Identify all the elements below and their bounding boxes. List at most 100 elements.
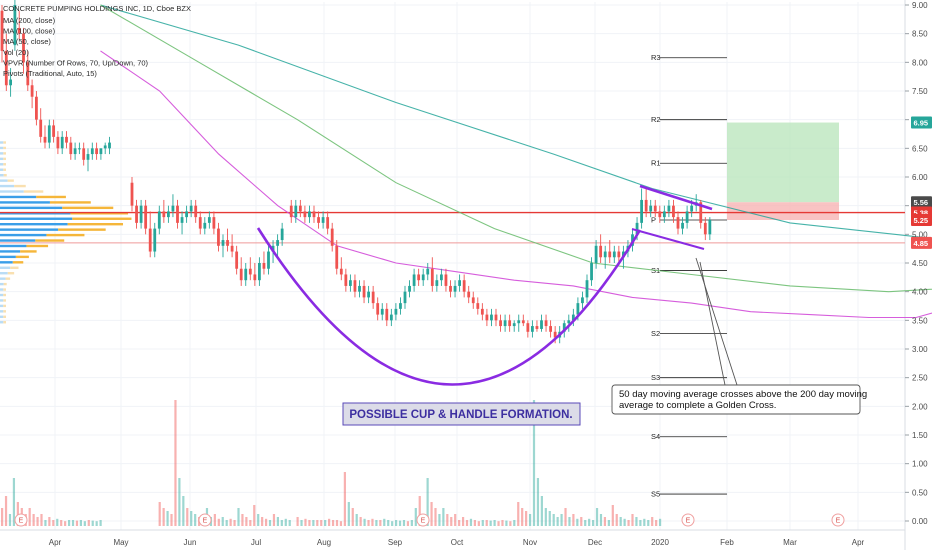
x-tick-label: 2020 (651, 538, 669, 547)
pivot-label: R3 (651, 53, 661, 62)
volume-bar (387, 520, 390, 526)
candle-body (553, 331, 557, 338)
volume-bar (651, 517, 654, 526)
volume-bar (599, 514, 603, 526)
candle-body (617, 251, 621, 258)
price-badge (911, 214, 932, 226)
candle-body (212, 217, 216, 229)
candle-body (635, 222, 639, 235)
earnings-marker (681, 513, 695, 527)
candle-body (389, 314, 393, 321)
volume-bar (343, 472, 346, 526)
volume-bar (48, 517, 51, 526)
volume-bar (513, 520, 516, 526)
volume-bar (52, 520, 55, 526)
note-pointer (699, 261, 726, 386)
vpvr-down-bar (3, 163, 6, 166)
pivot-label: R2 (651, 115, 661, 124)
volume-bar (536, 478, 540, 526)
volume-bar (438, 514, 441, 526)
candle-body (139, 205, 143, 223)
volume-bar (8, 514, 12, 526)
annotations: POSSIBLE CUP & HANDLE FORMATION. 50 day m… (342, 384, 867, 426)
candle-body (103, 145, 107, 149)
volume-bar (442, 508, 445, 526)
candle-body (503, 320, 507, 327)
volume-bar (434, 508, 437, 526)
volume-bar (658, 518, 662, 526)
vpvr-up-bar (0, 244, 27, 248)
candle-body (189, 205, 193, 212)
candle-body (362, 285, 366, 298)
y-tick-label: 4.50 (912, 259, 928, 268)
volume-bar (237, 508, 240, 526)
candle-body (130, 182, 134, 206)
vpvr-down-bar (72, 217, 132, 220)
volume-bar (544, 508, 547, 526)
y-tick-label: 8.50 (912, 30, 928, 39)
candle-body (176, 205, 179, 223)
x-tick-label: Oct (451, 538, 464, 547)
candle-body (590, 263, 593, 281)
volume-bar (355, 514, 358, 526)
candle-body (303, 211, 307, 218)
volume-bar (241, 514, 244, 526)
volume-bar (540, 496, 543, 526)
volume-bar (194, 514, 197, 526)
candle-body (430, 268, 434, 286)
vpvr-up-bar (0, 233, 47, 237)
vpvr-down-bar (10, 266, 19, 269)
volume-bar (469, 518, 473, 526)
candle-body (612, 251, 616, 258)
y-tick-label: 0.00 (912, 517, 928, 526)
volume-bar (284, 518, 287, 526)
ma-50-line (100, 50, 932, 319)
chart-annotation-title: POSSIBLE CUP & HANDLE FORMATION. (349, 409, 572, 421)
candle-body (640, 199, 643, 223)
candle-body (608, 251, 612, 258)
volume-bar (67, 520, 71, 526)
candle-body (230, 245, 234, 252)
candle-body (157, 211, 161, 229)
candle-body (267, 251, 270, 269)
volume-bar (229, 518, 232, 526)
candle-body (217, 228, 220, 246)
indicator-label: VPVR (Number Of Rows, 70, Up/Down, 70) (3, 58, 149, 67)
vpvr-down-bar (3, 146, 6, 150)
note-text-line: 50 day moving average crosses above the … (619, 389, 867, 400)
volume-bar (87, 520, 90, 526)
volume-bar (454, 514, 457, 526)
vpvr-down-bar (46, 233, 85, 237)
vpvr-down-bar (3, 321, 6, 324)
volume-bar (556, 517, 559, 526)
loss-zone (727, 202, 839, 220)
volume-bar (225, 520, 228, 526)
volume-bar (517, 502, 520, 526)
price-axis[interactable]: 9.008.508.007.507.006.506.005.505.004.50… (905, 1, 932, 526)
volume-bar (166, 511, 169, 526)
price-badge (911, 116, 932, 129)
vpvr-down-bar (3, 282, 7, 286)
volume-bar (28, 508, 31, 526)
volume-bar (564, 508, 567, 526)
time-axis[interactable]: Apr May Jun Jul Aug Sep Oct Nov Dec 2020 Feb Mar Apr (49, 538, 865, 547)
candle-body (73, 148, 77, 155)
volume-bar (60, 520, 63, 526)
volume-bar (312, 520, 315, 526)
volume-bar (402, 520, 406, 526)
y-tick-label: 3.00 (912, 345, 928, 354)
volume-bar (655, 520, 658, 526)
candle-body (258, 263, 261, 281)
candle-body (449, 285, 452, 292)
y-tick-label: 1.00 (912, 460, 928, 469)
pivot-label: R1 (651, 159, 661, 168)
volume-bar (182, 496, 185, 526)
volume-bar (64, 521, 67, 526)
candle-body (708, 220, 712, 235)
price-badge (911, 236, 932, 249)
candle-body (567, 320, 571, 324)
candle-body (444, 274, 448, 286)
volume-bar (627, 520, 630, 526)
y-tick-label: 9.00 (912, 1, 928, 10)
